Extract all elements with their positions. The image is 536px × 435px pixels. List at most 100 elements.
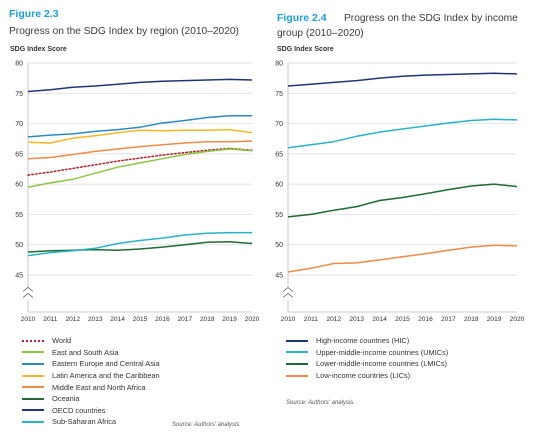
- right-x-tick-label: 2011: [304, 316, 319, 323]
- left-legend-swatch: [22, 409, 44, 412]
- right-x-tick-label: 2019: [487, 316, 502, 323]
- right-x-tick-label: 2016: [418, 316, 433, 323]
- left-legend-label: Middle East and North Africa: [52, 382, 146, 392]
- left-legend-item: East and South Asia: [22, 347, 160, 359]
- left-legend-swatch: [22, 386, 44, 389]
- figure-2-3-title: Progress on the SDG Index by region (201…: [9, 26, 239, 37]
- right-chart: 45 50 55 60 65 70 75 80 2010 2011 2012 2013 2014 2015…: [275, 61, 524, 324]
- left-legend-label: Eastern Europe and Central Asia: [52, 359, 160, 369]
- right-x-tick-label: 2012: [326, 316, 341, 323]
- right-y-tick-label: 60: [275, 182, 283, 189]
- left-legend-label: Sub-Saharan Africa: [52, 417, 117, 427]
- left-x-tick-label: 2018: [200, 316, 215, 323]
- right-x-tick-label: 2010: [281, 316, 296, 323]
- left-series-line: [27, 78, 253, 93]
- left-legend-swatch: [22, 374, 44, 377]
- left-series-line: [27, 128, 253, 144]
- right-legend-item: Lower-middle-income countries (LMICs): [286, 358, 448, 370]
- right-x-tick-label: 2018: [464, 316, 479, 323]
- left-x-tick-label: 2012: [65, 316, 80, 323]
- left-x-tick-label: 2014: [110, 316, 125, 323]
- right-x-tick-label: 2017: [441, 316, 456, 323]
- left-legend-swatch: [22, 351, 44, 354]
- left-y-axis-title: SDG Index Score: [10, 46, 67, 53]
- right-y-tick-label: 80: [275, 61, 283, 68]
- left-legend-item: Middle East and North Africa: [22, 381, 160, 393]
- left-y-tick-label: 60: [15, 182, 23, 189]
- left-series-line: [27, 140, 253, 160]
- left-source-note: Source: Authors' analysis.: [172, 422, 241, 428]
- right-y-tick-label: 75: [275, 91, 283, 98]
- left-series-line: [27, 240, 253, 253]
- right-legend-swatch: [286, 339, 308, 342]
- right-x-tick-label: 2014: [372, 316, 387, 323]
- left-y-tick-label: 45: [15, 273, 23, 280]
- left-legend-swatch: [22, 339, 44, 342]
- right-y-tick-label: 65: [275, 151, 283, 158]
- left-legend-swatch: [22, 420, 44, 423]
- left-x-tick-label: 2013: [88, 316, 103, 323]
- left-legend-item: Latin America and the Caribbean: [22, 370, 160, 382]
- left-series-line: [27, 114, 252, 138]
- right-source-note: Source: Authors' analysis.: [286, 400, 355, 406]
- right-legend-label: Low-income countries (LICs): [316, 371, 411, 381]
- left-legend-item: World: [22, 335, 160, 347]
- left-series-line: [27, 148, 253, 188]
- left-x-tick-label: 2020: [245, 316, 260, 323]
- left-x-tick-label: 2016: [155, 316, 170, 323]
- figure-2-4-title-line2: group (2010–2020): [277, 28, 364, 39]
- figure-2-4-title-line1: Progress on the SDG Index by income: [344, 13, 518, 24]
- left-x-tick-label: 2017: [177, 316, 192, 323]
- right-legend-label: High-income countries (HIC): [316, 336, 410, 346]
- right-legend-item: High-income countries (HIC): [286, 335, 448, 347]
- right-y-tick-label: 55: [275, 212, 283, 219]
- left-legend-item: Eastern Europe and Central Asia: [22, 358, 160, 370]
- left-legend-label: East and South Asia: [52, 347, 119, 357]
- right-y-tick-label: 50: [275, 242, 283, 249]
- left-y-tick-label: 80: [15, 61, 23, 68]
- left-x-tick-label: 2010: [21, 316, 36, 323]
- figure-2-3-number: Figure 2.3: [9, 8, 59, 20]
- right-legend-swatch: [286, 351, 308, 354]
- right-x-tick-label: 2015: [395, 316, 410, 323]
- right-legend-label: Upper-middle-income countries (UMICs): [316, 347, 449, 357]
- left-y-tick-label: 55: [15, 212, 23, 219]
- right-legend: High-income countries (HIC) Upper-middle-…: [286, 335, 448, 381]
- left-legend-item: Oceania: [22, 393, 160, 405]
- left-y-tick-label: 70: [15, 121, 23, 128]
- left-series-line: [27, 231, 252, 257]
- left-legend-item: Sub-Saharan Africa: [22, 416, 160, 428]
- left-legend-swatch: [22, 397, 44, 400]
- right-series-line: [287, 72, 518, 87]
- left-y-tick-label: 75: [15, 91, 23, 98]
- left-legend-swatch: [22, 362, 44, 365]
- right-legend-label: Lower-middle-income countries (LMICs): [316, 359, 448, 369]
- left-legend: World East and South Asia Eastern Europe a…: [22, 335, 160, 428]
- left-y-tick-label: 50: [15, 242, 23, 249]
- right-x-tick-label: 2020: [510, 316, 525, 323]
- right-legend-item: Upper-middle-income countries (UMICs): [286, 347, 448, 359]
- right-series-line: [287, 183, 518, 218]
- left-x-tick-label: 2011: [43, 316, 58, 323]
- right-legend-item: Low-income countries (LICs): [286, 370, 448, 382]
- right-axis-break-icon: [282, 286, 294, 298]
- left-x-tick-label: 2015: [133, 316, 148, 323]
- right-y-tick-label: 45: [275, 273, 283, 280]
- left-legend-item: OECD countries: [22, 405, 160, 417]
- figure-2-4-number: Figure 2.4: [277, 12, 327, 24]
- right-y-tick-label: 70: [275, 121, 283, 128]
- right-x-tick-label: 2013: [349, 316, 364, 323]
- left-series-line: [27, 147, 253, 176]
- right-y-axis-title: SDG Index Score: [277, 46, 334, 53]
- left-legend-label: World: [52, 336, 72, 346]
- left-y-tick-label: 65: [15, 151, 23, 158]
- right-legend-swatch: [286, 374, 308, 377]
- right-series-line: [287, 118, 518, 149]
- left-legend-label: Oceania: [52, 394, 80, 404]
- left-chart: 45 50 55 60 65 70 75 80 2010 2011 2012 2013 2014 2015…: [15, 61, 259, 324]
- right-legend-swatch: [286, 362, 308, 365]
- right-series-line: [287, 244, 518, 273]
- left-x-tick-label: 2019: [222, 316, 237, 323]
- left-axis-break-icon: [22, 286, 34, 298]
